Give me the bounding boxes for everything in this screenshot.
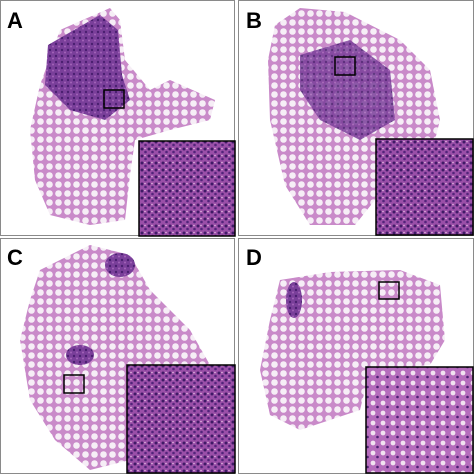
inset	[138, 140, 236, 237]
panel: B	[238, 0, 474, 236]
lesion	[105, 253, 135, 277]
tissue	[260, 270, 445, 430]
panel: D	[238, 238, 474, 474]
roi-box	[103, 89, 125, 109]
roi-box	[378, 281, 400, 300]
lesion	[300, 40, 395, 140]
lesion	[45, 15, 130, 120]
lesion	[286, 282, 302, 318]
roi-box	[63, 374, 85, 394]
inset	[126, 364, 236, 474]
roi-box	[334, 56, 356, 76]
inset	[365, 366, 474, 474]
tissue	[20, 245, 210, 470]
lesion	[66, 345, 94, 365]
inset	[375, 138, 474, 236]
panel: A	[0, 0, 236, 237]
panel: C	[0, 238, 236, 474]
panel-label: C	[7, 245, 23, 270]
panel-label: D	[246, 245, 262, 270]
panel-label: B	[246, 8, 262, 33]
panel-label: A	[7, 8, 23, 33]
